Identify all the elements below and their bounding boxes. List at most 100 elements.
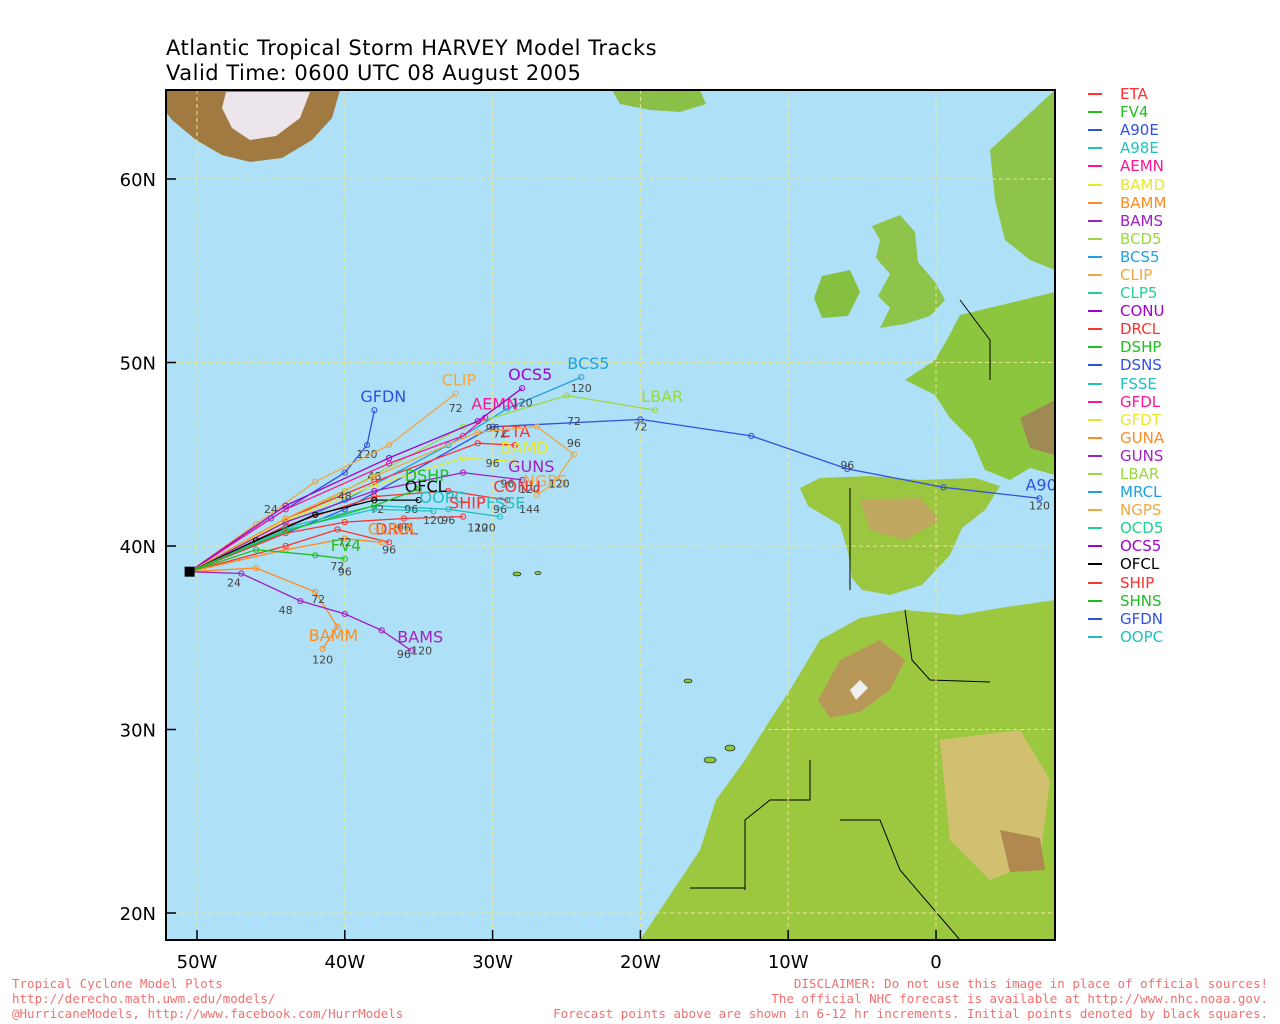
footer-url-link[interactable]: http://derecho.math.uwm.edu/models/: [12, 991, 276, 1006]
track-bams: BAMS 24 48 96 120: [189, 570, 443, 661]
forecast-hour-label: 96: [397, 521, 411, 534]
atlas-mountains: [818, 640, 905, 718]
great-britain: [872, 215, 945, 328]
legend-swatch: [1088, 563, 1102, 566]
forecast-point: [400, 515, 408, 522]
axis-ticks: [166, 178, 937, 940]
footer-nhc-link[interactable]: The official NHC forecast is available a…: [771, 991, 1268, 1006]
forecast-point: [748, 432, 755, 439]
legend-label: BAMM: [1120, 193, 1167, 212]
track-line: [189, 528, 390, 573]
legend-item: BCS5: [1088, 248, 1166, 266]
forecast-point: [533, 423, 541, 430]
forecast-point: [452, 390, 459, 397]
legend-label: BAMD: [1120, 175, 1166, 194]
legend-item: OCD5: [1088, 519, 1166, 537]
forecast-hour-label: 120: [356, 448, 377, 461]
forecast-point: [371, 473, 378, 480]
gridlines: [166, 90, 1055, 940]
lon-label: 10W: [768, 952, 809, 973]
country-borders: [690, 299, 991, 940]
forecast-point: [371, 502, 378, 509]
forecast-hour-label: 96: [493, 503, 507, 516]
legend-swatch: [1088, 129, 1102, 132]
legend-item: SHNS: [1088, 592, 1166, 610]
track-label: OCS5: [508, 365, 552, 384]
legend-item: BAMM: [1088, 194, 1166, 212]
legend-label: SHNS: [1120, 591, 1162, 610]
legend-item: SHIP: [1088, 574, 1166, 592]
forecast-point: [386, 539, 393, 546]
legend-swatch: [1088, 147, 1102, 150]
forecast-point: [386, 441, 393, 449]
legend-swatch: [1088, 527, 1102, 530]
lon-label: 50W: [177, 952, 218, 973]
forecast-point: [511, 458, 518, 465]
legend-label: DSNS: [1120, 356, 1162, 375]
legend-label: BAMS: [1120, 211, 1164, 230]
forecast-point: [474, 418, 481, 425]
canary-island: [703, 756, 717, 764]
forecast-hour-label: 120: [475, 521, 496, 534]
forecast-point: [297, 597, 304, 605]
forecast-hour-label: 120: [312, 653, 333, 666]
legend-label: OFCL: [1120, 555, 1160, 574]
legend-swatch: [1088, 237, 1102, 240]
legend-label: OCS5: [1120, 537, 1162, 556]
forecast-point: [459, 513, 467, 520]
track-ocs5: OCS5 120: [189, 365, 552, 573]
legend-swatch: [1088, 436, 1102, 439]
legend-item: A98E: [1088, 139, 1166, 157]
forecast-point: [445, 487, 452, 495]
north-africa: [640, 600, 1055, 940]
forecast-point: [238, 570, 245, 577]
forecast-point: [415, 486, 422, 493]
forecast-point: [312, 552, 319, 559]
forecast-point: [415, 497, 422, 504]
forecast-point: [459, 454, 467, 462]
forecast-point: [386, 454, 393, 462]
track-label: LBAR: [641, 387, 683, 406]
legend-label: NGPS: [1120, 501, 1162, 520]
forecast-point: [430, 508, 437, 515]
track-dshp: DSHP 48: [189, 466, 449, 573]
legend-item: MRCL: [1088, 483, 1166, 501]
forecast-point: [519, 385, 526, 392]
greenland-ice: [222, 92, 310, 140]
legend-label: ETA: [1120, 85, 1148, 104]
canary-island: [724, 744, 736, 752]
legend-item: A90E: [1088, 121, 1166, 139]
ireland: [814, 270, 860, 318]
legend-swatch: [1088, 328, 1102, 331]
track-label: BAMD: [501, 439, 549, 458]
legend-label: GUNA: [1120, 428, 1165, 447]
legend-item: GUNS: [1088, 447, 1166, 465]
legend-item: OCS5: [1088, 537, 1166, 555]
footer-social-link[interactable]: @HurricaneModels, http://www.facebook.co…: [12, 1006, 404, 1021]
forecast-point: [570, 451, 577, 458]
legend-label: GUNS: [1120, 446, 1164, 465]
lat-label: 20N: [120, 904, 156, 925]
legend-swatch: [1088, 509, 1102, 512]
forecast-hour-label: 72: [567, 415, 581, 428]
atlas-snow: [850, 680, 868, 700]
legend-swatch: [1088, 165, 1102, 168]
legend-item: DSNS: [1088, 356, 1166, 374]
track-line: [189, 457, 515, 573]
forecast-hour-label: 96: [500, 477, 514, 490]
track-label: SHIP: [449, 494, 486, 513]
track-label: OOPC: [419, 488, 465, 507]
map-frame: [165, 89, 1056, 941]
track-bamm: BAMM 72 120: [189, 564, 358, 666]
legend-item: OOPC: [1088, 628, 1166, 646]
azores-island: [512, 571, 522, 577]
footer-site-name: Tropical Cyclone Model Plots: [12, 976, 223, 991]
footer-left: Tropical Cyclone Model Plots http://dere…: [12, 976, 403, 1021]
forecast-hour-label: 120: [1029, 499, 1050, 512]
legend-swatch: [1088, 183, 1102, 186]
continental-europe: [905, 292, 1055, 480]
forecast-point: [312, 478, 319, 485]
legend-swatch: [1088, 346, 1102, 349]
forecast-point: [341, 610, 348, 617]
